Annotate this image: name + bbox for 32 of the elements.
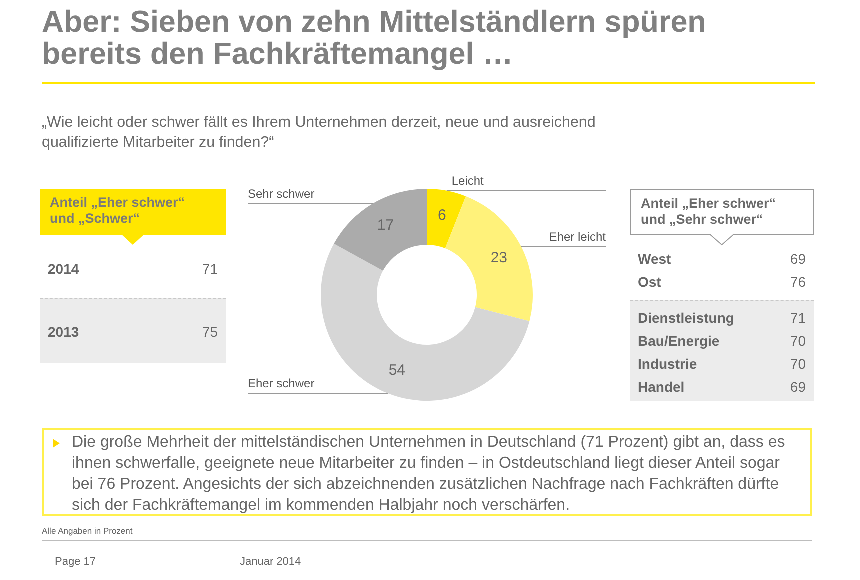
text: Alle Angaben in Prozent	[42, 526, 133, 536]
data-label: 71	[202, 261, 218, 277]
data-label: 70	[790, 332, 806, 348]
text: Anteil „Eher schwer“ und „Schwer“	[50, 195, 186, 227]
chart-subtitle: „Wie leicht oder schwer fällt es Ihrem Unternehmen derzeit, neue und ausreichend qualifizierte Mitarbeiter zu finden?“	[42, 113, 597, 153]
category-label: Dienstleistung	[638, 310, 734, 326]
category-label: Industrie	[638, 356, 698, 372]
data-label: 69	[790, 250, 806, 266]
category-label: 2013	[48, 324, 80, 340]
text: Page 17	[55, 556, 96, 568]
data-label: 69	[790, 378, 806, 394]
text: Die große Mehrheit der mittelständischen Unternehmen in Deutschland (71 Prozent) gibt an, dass es ihnen schwerfalle, geeignete neue Mitarbeiter zu finden – in Ostdeutschland liegt dieser Anteil sogar bei 76 Prozent. Angesichts der sich abzeichnenden zusätzlichen Nachfrage nach Fachkräften dürfte sich der Fachkräftemangel im kommenden Halbjahr noch verschärfen.	[72, 433, 786, 516]
category-label: 2014	[48, 261, 80, 277]
data-label: 54	[388, 362, 406, 379]
data-label: 70	[790, 356, 806, 372]
category-label: Handel	[638, 378, 685, 394]
slice-label: Leicht	[452, 174, 485, 188]
slice-label: Sehr schwer	[248, 186, 315, 201]
data-label: 71	[790, 310, 806, 326]
data-label: 75	[202, 324, 218, 340]
slice-label: Eher schwer	[248, 376, 315, 391]
slice-label: Eher leicht	[549, 230, 607, 244]
text: Anteil „Eher schwer“ und „Sehr schwer“	[641, 196, 778, 228]
category-label: West	[638, 250, 672, 266]
data-label: 6	[438, 206, 446, 224]
chart-title: Aber: Sieben von zehn Mittelständlern spüren bereits den Fachkräftemangel …	[42, 5, 708, 71]
text: Januar 2014	[240, 556, 302, 568]
category-label: Ost	[638, 274, 662, 290]
data-label: 23	[490, 250, 508, 267]
data-label: 76	[790, 274, 806, 290]
category-label: Bau/Energie	[638, 332, 720, 348]
data-label: 17	[377, 216, 394, 234]
